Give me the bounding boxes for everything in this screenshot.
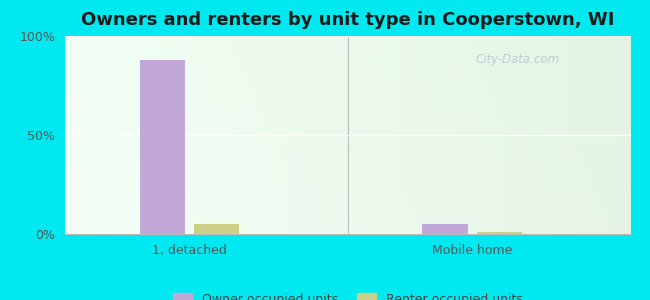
Title: Owners and renters by unit type in Cooperstown, WI: Owners and renters by unit type in Coope… <box>81 11 614 29</box>
Bar <box>194 224 239 234</box>
Text: City-Data.com: City-Data.com <box>475 53 560 66</box>
Bar <box>140 60 185 234</box>
Bar <box>476 232 522 234</box>
Legend: Owner occupied units, Renter occupied units: Owner occupied units, Renter occupied un… <box>168 288 527 300</box>
Bar <box>422 224 467 234</box>
